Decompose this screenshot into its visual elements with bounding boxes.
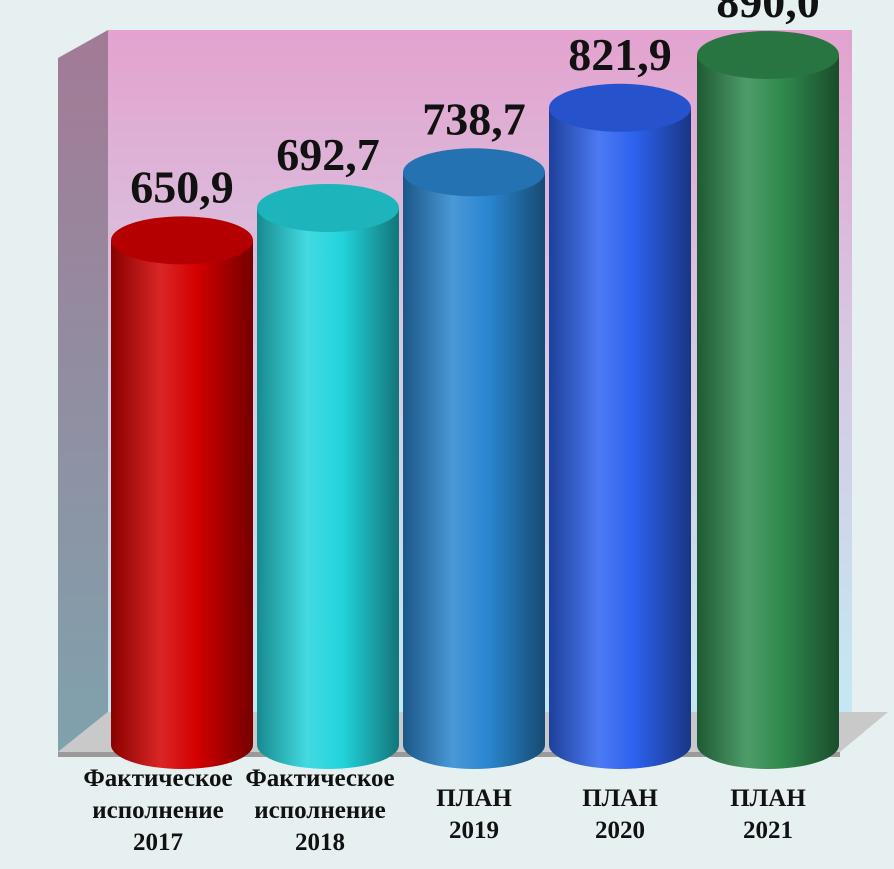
bar-5 <box>697 30 839 769</box>
bar-3 <box>403 148 545 769</box>
value-label: 738,7 <box>422 93 526 144</box>
category-label: 2021 <box>743 817 793 844</box>
category-label: исполнение <box>92 797 224 824</box>
category-label: ПЛАН <box>582 785 658 812</box>
category-label: 2020 <box>595 817 645 844</box>
category-label: Фактическое <box>83 765 232 792</box>
category-label: 2017 <box>133 829 183 856</box>
category-label: 2019 <box>449 817 499 844</box>
bars-layer <box>111 30 839 769</box>
category-label: ПЛАН <box>730 785 806 812</box>
bar-body <box>697 54 839 769</box>
bar-body <box>111 240 253 769</box>
bar-body <box>549 107 691 769</box>
bar-2 <box>257 183 399 769</box>
bar-body <box>403 172 545 769</box>
bar-top <box>549 83 691 132</box>
side-wall <box>58 30 108 752</box>
category-label: исполнение <box>254 797 386 824</box>
bar-top <box>403 148 545 197</box>
value-label: 692,7 <box>276 129 380 180</box>
bar-1 <box>111 216 253 769</box>
value-label: 650,9 <box>130 161 234 212</box>
category-label: Фактическое <box>245 765 394 792</box>
category-labels-layer: Фактическое исполнение 2017 Фактическое испо… <box>83 765 806 856</box>
bar-4 <box>549 83 691 769</box>
value-label: 890,0 <box>716 0 820 27</box>
bar-body <box>257 207 399 769</box>
value-label: 821,9 <box>568 29 672 80</box>
bar-top <box>697 30 839 79</box>
category-label: 2018 <box>295 829 345 856</box>
value-labels-layer: 650,9 692,7 738,7 821,9 890,0 <box>130 0 820 212</box>
bar-top <box>111 216 253 265</box>
bar-top <box>257 183 399 232</box>
category-label: ПЛАН <box>436 785 512 812</box>
